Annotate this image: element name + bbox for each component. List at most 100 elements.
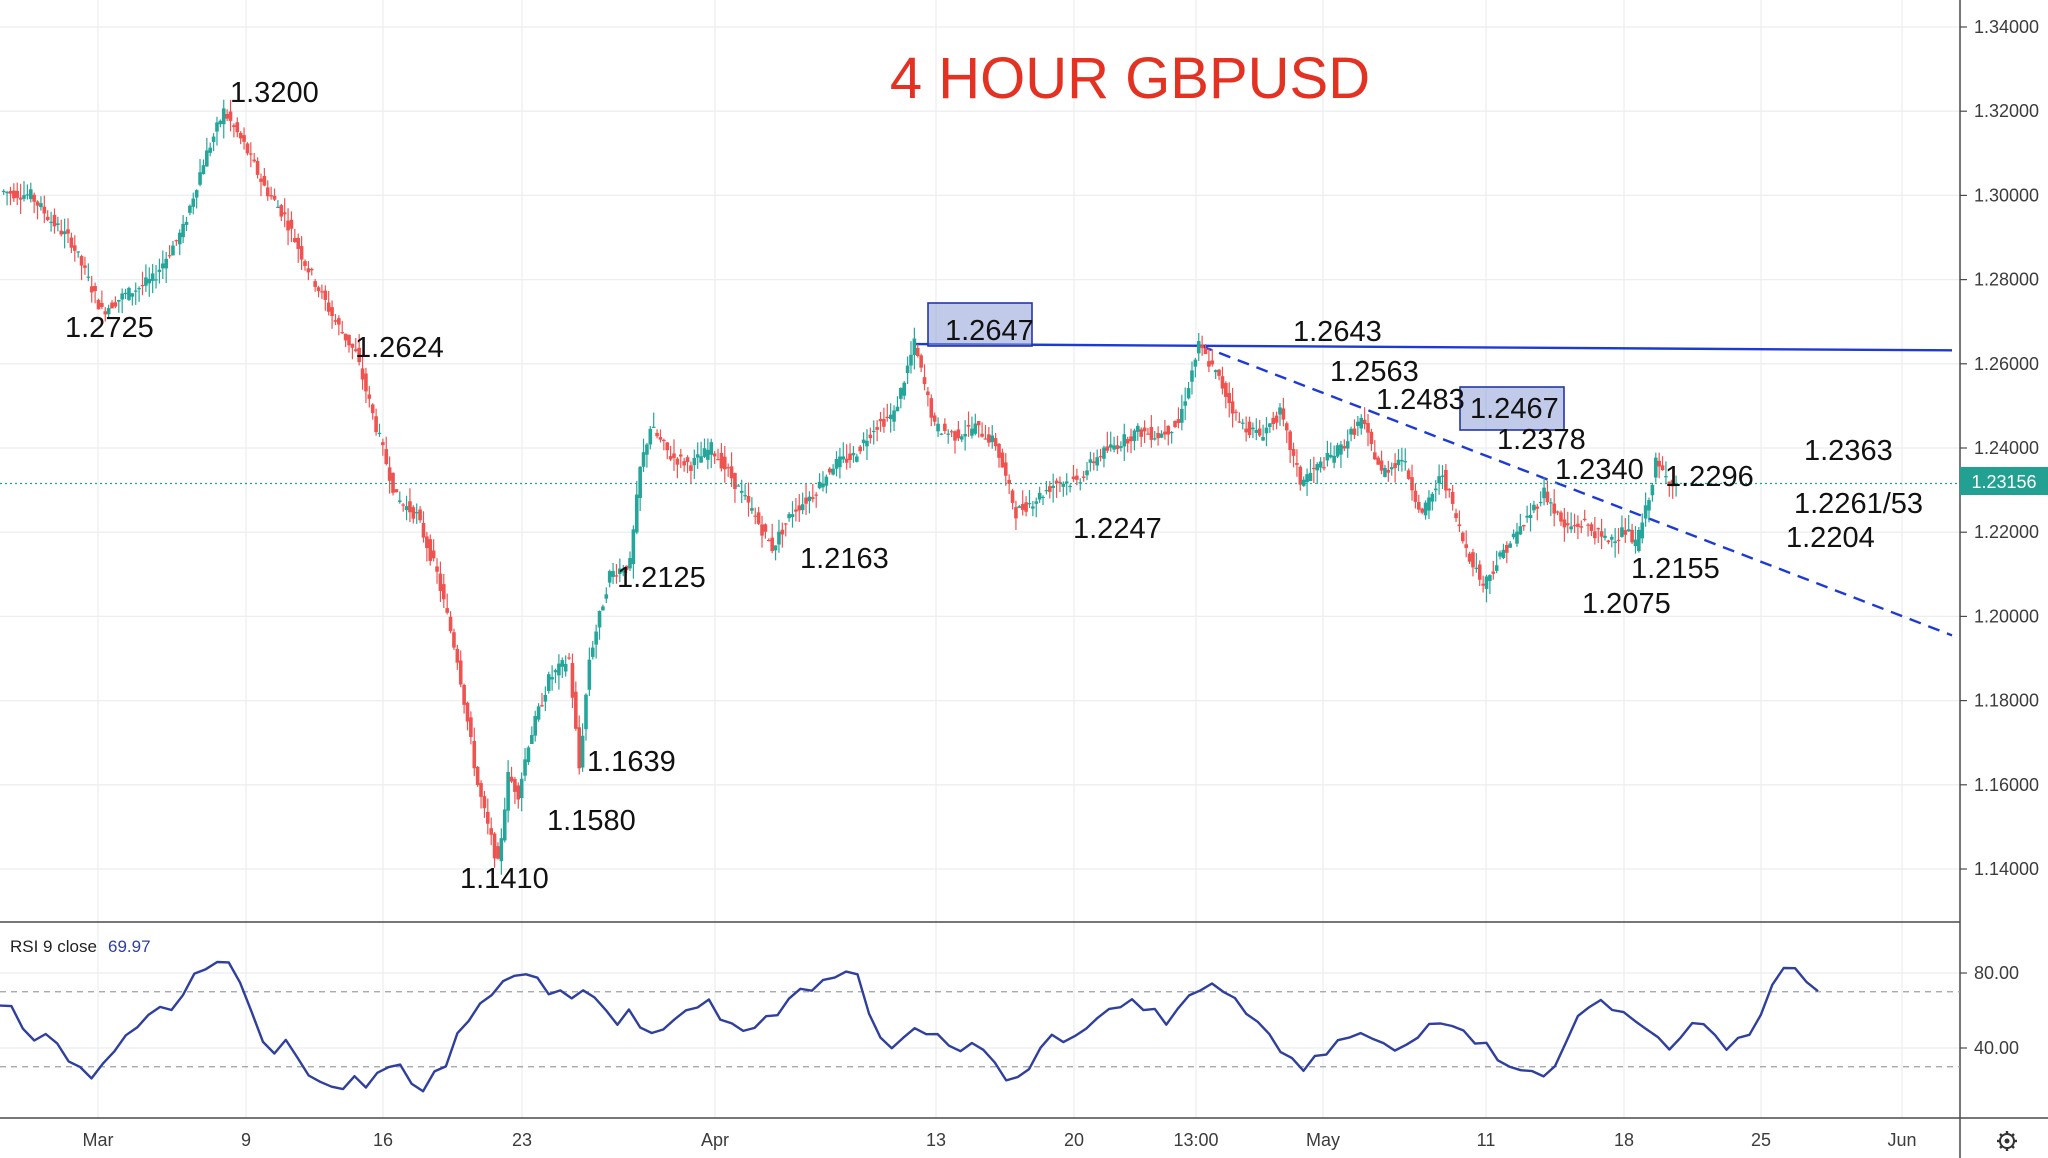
candle (1095, 449, 1099, 471)
candle-body (103, 311, 108, 315)
candle (1596, 527, 1601, 544)
candle (963, 420, 967, 451)
candle-body (1047, 486, 1052, 492)
candle-body (628, 557, 632, 569)
candle (1471, 548, 1475, 577)
candle (228, 99, 233, 132)
candle-body (563, 663, 568, 672)
candle (1626, 515, 1631, 532)
candle-body (506, 772, 510, 811)
candle (194, 189, 199, 209)
candle-body (421, 522, 426, 538)
candle-body (205, 150, 209, 167)
candle-body (394, 489, 399, 493)
candle (1295, 449, 1299, 477)
candle-body (32, 194, 36, 202)
candle-body (157, 269, 162, 273)
candle-body (760, 524, 764, 536)
candle-body (1091, 461, 1096, 464)
candle-body (404, 506, 409, 511)
candle (800, 492, 805, 515)
time-tick-label: May (1306, 1130, 1340, 1150)
candle (1427, 490, 1431, 520)
candle (52, 208, 57, 234)
candle-body (154, 279, 158, 281)
candle (83, 256, 87, 275)
price-axis-ticks: 1.34000 1.32000 1.30000 1.28000 1.26000 1.240… (1960, 17, 2039, 1058)
candle (448, 611, 453, 634)
candle-body (323, 290, 328, 300)
candle-body (922, 377, 927, 385)
candle (100, 290, 104, 310)
candle-body (1058, 481, 1062, 484)
candle-body (364, 373, 368, 392)
candle (1440, 465, 1445, 489)
candle-body (198, 172, 202, 185)
candle-body (1657, 460, 1661, 467)
candle (215, 116, 219, 146)
candle (147, 267, 152, 297)
candle (32, 192, 36, 214)
last-price-badge (1960, 467, 2048, 495)
candle (154, 265, 158, 289)
price-tick-label: 1.14000 (1974, 859, 2039, 879)
candle-body (1190, 370, 1194, 382)
candle-body (607, 571, 612, 583)
candle (401, 503, 405, 512)
candle (1579, 520, 1584, 534)
candle-body (438, 573, 443, 591)
candle (1339, 441, 1343, 468)
time-tick-label: 18 (1614, 1130, 1634, 1150)
candle (1278, 402, 1282, 426)
candle-body (397, 500, 402, 502)
candle-body (1281, 408, 1286, 420)
candle (479, 780, 483, 809)
candle-body (469, 717, 473, 737)
candle-body (384, 449, 389, 465)
candle (482, 790, 487, 818)
candle-body (641, 452, 646, 467)
time-axis-ticks: Mar 9 16 23 Apr 13 20 13:00 May 11 18 25 Jun (83, 1130, 1917, 1150)
candle-body (472, 741, 477, 769)
candle (1176, 407, 1181, 429)
candle-body (164, 258, 168, 269)
candle (1352, 419, 1357, 440)
price-annotation: 1.2075 (1582, 588, 1671, 620)
candle-body (746, 496, 751, 503)
candle (411, 505, 416, 524)
candle (1396, 449, 1401, 472)
candle-body (486, 811, 490, 824)
candle (1650, 482, 1655, 502)
candle (45, 210, 50, 222)
candle-body (1616, 539, 1621, 542)
candle-body (594, 631, 598, 645)
candle-body (191, 198, 196, 207)
candle-body (1359, 417, 1364, 429)
candle (110, 300, 114, 309)
candle-body (475, 766, 480, 786)
candle-body (306, 268, 311, 273)
candle-body (672, 453, 676, 458)
candle (1410, 464, 1414, 501)
candle (553, 668, 558, 684)
candle (1098, 448, 1103, 462)
candle (987, 427, 991, 447)
candle (1376, 455, 1380, 465)
candle-body (259, 178, 263, 182)
candle (8, 186, 13, 206)
candle (536, 703, 541, 722)
candle (601, 604, 605, 611)
candle-body (1159, 433, 1164, 438)
candle-body (59, 230, 64, 235)
candle-body (719, 452, 724, 469)
candle-body (1410, 477, 1414, 491)
candle-body (604, 594, 609, 599)
candle-body (265, 187, 270, 197)
candle (242, 127, 246, 150)
candle (790, 501, 795, 528)
candle-body (1105, 446, 1110, 451)
candle (1115, 435, 1120, 455)
settings-gear-icon[interactable] (1997, 1131, 2017, 1151)
candle (709, 438, 714, 469)
candle (1332, 445, 1336, 469)
